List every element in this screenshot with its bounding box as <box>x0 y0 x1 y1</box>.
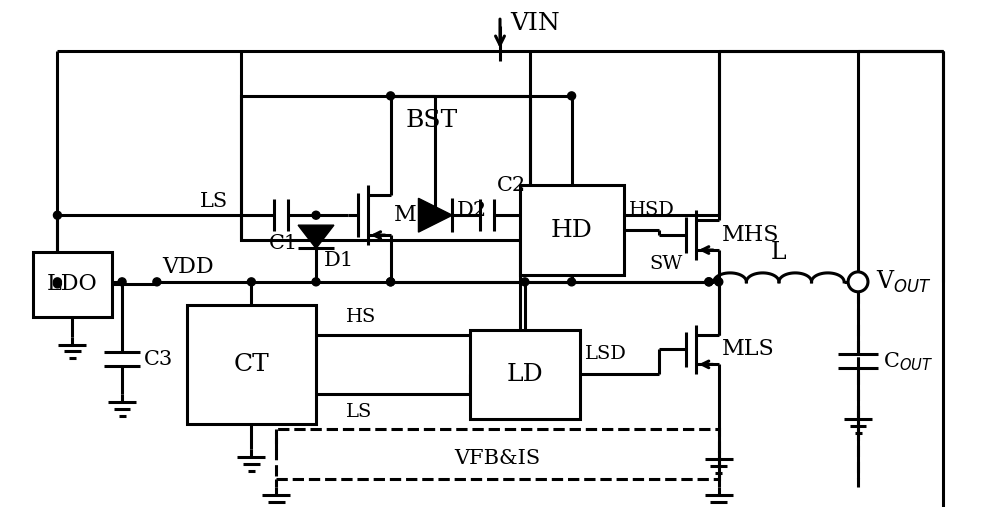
Text: BST: BST <box>406 109 458 132</box>
Text: D2: D2 <box>457 201 487 220</box>
Text: VFB&IS: VFB&IS <box>454 450 540 468</box>
Circle shape <box>247 278 255 286</box>
Circle shape <box>568 92 576 100</box>
Circle shape <box>53 278 61 286</box>
Circle shape <box>568 278 576 286</box>
Circle shape <box>705 278 713 286</box>
Bar <box>241 96 530 240</box>
Circle shape <box>705 278 713 286</box>
Text: C1: C1 <box>269 234 299 252</box>
Circle shape <box>118 278 126 286</box>
Text: L: L <box>771 240 786 264</box>
Text: MLS: MLS <box>722 338 775 361</box>
Bar <box>33 252 112 316</box>
Text: HS: HS <box>346 308 376 326</box>
Text: LSD: LSD <box>585 345 626 363</box>
Text: MHS: MHS <box>722 224 779 246</box>
Circle shape <box>153 278 161 286</box>
Bar <box>187 305 316 424</box>
Polygon shape <box>298 225 334 248</box>
Circle shape <box>53 280 61 288</box>
Text: CT: CT <box>233 353 269 376</box>
Text: M1: M1 <box>394 204 430 226</box>
Text: LS: LS <box>346 403 372 421</box>
Text: VIN: VIN <box>510 12 560 35</box>
Bar <box>276 429 719 479</box>
Text: SW: SW <box>649 255 682 273</box>
Text: LS: LS <box>200 192 228 211</box>
Circle shape <box>312 211 320 219</box>
Circle shape <box>53 211 61 219</box>
Text: LDO: LDO <box>47 273 98 295</box>
Circle shape <box>312 278 320 286</box>
Text: HD: HD <box>551 218 593 242</box>
Bar <box>520 185 624 275</box>
Circle shape <box>387 278 395 286</box>
Circle shape <box>387 92 395 100</box>
Text: C2: C2 <box>497 176 526 195</box>
Circle shape <box>521 278 529 286</box>
Text: LD: LD <box>506 363 543 386</box>
Circle shape <box>387 278 395 286</box>
Text: C3: C3 <box>144 350 173 369</box>
Circle shape <box>715 278 723 286</box>
Text: C$_{OUT}$: C$_{OUT}$ <box>883 350 933 373</box>
Text: HSD: HSD <box>629 201 675 219</box>
Text: VDD: VDD <box>162 256 213 278</box>
Text: V$_{OUT}$: V$_{OUT}$ <box>876 269 932 295</box>
Polygon shape <box>418 198 452 232</box>
Text: D1: D1 <box>324 251 354 270</box>
Bar <box>470 330 580 419</box>
